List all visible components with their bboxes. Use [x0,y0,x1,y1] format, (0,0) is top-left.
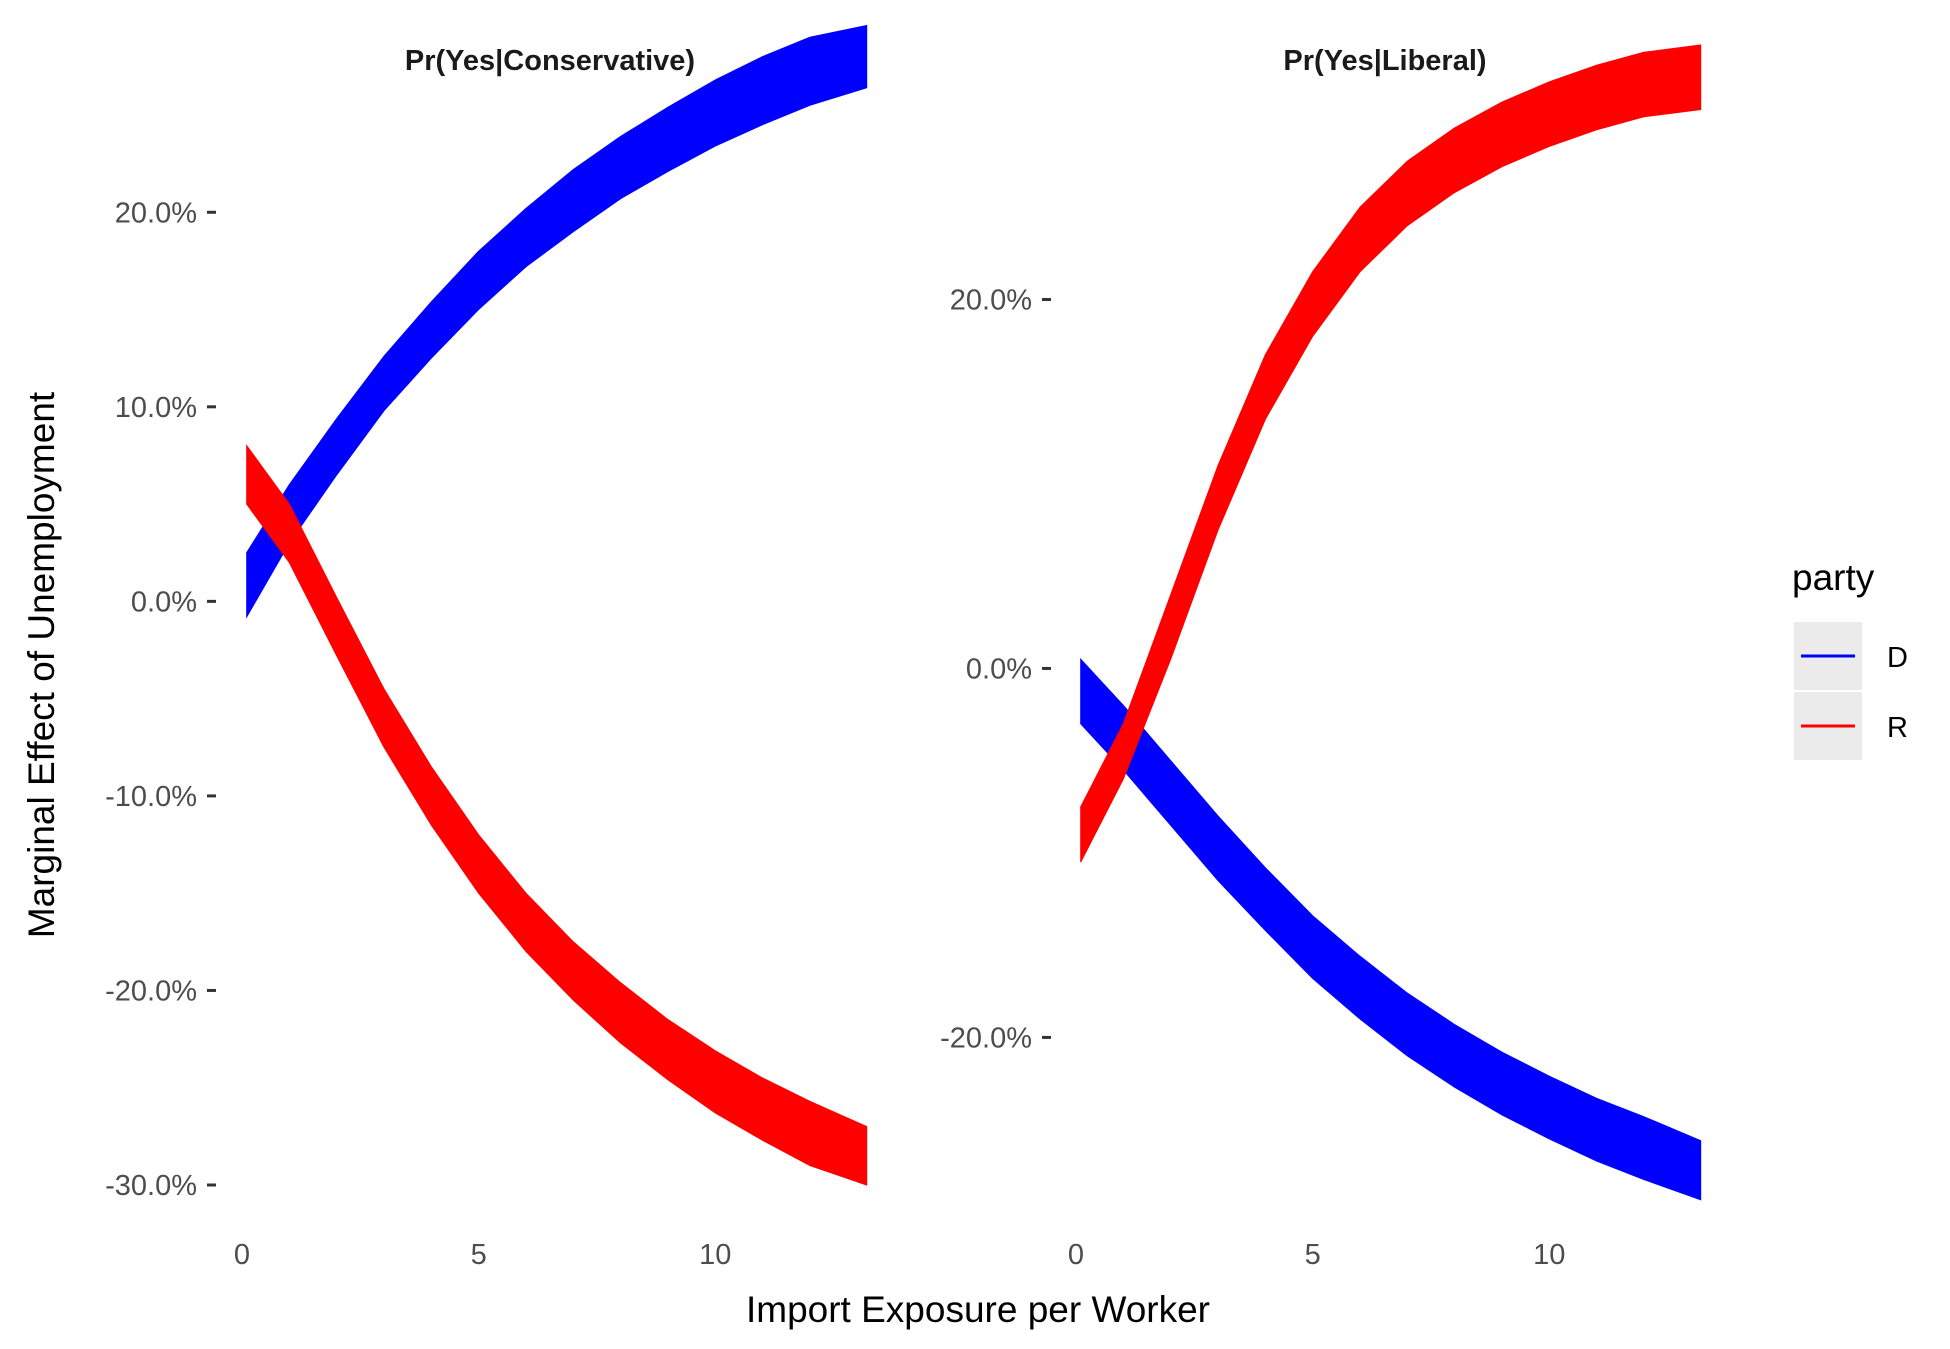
legend: party D R [1792,557,1908,760]
y-axis-liberal: 20.0% 0.0% -20.0% [940,284,1051,1054]
bands-conservative [246,24,868,1186]
band-d-pr-yes-liberal [1080,657,1702,1201]
x-tick-label: 0 [1068,1239,1084,1271]
y-tick-label: -30.0% [105,1170,197,1202]
x-tick-label: 10 [699,1239,731,1271]
y-tick-label: 20.0% [115,197,197,229]
band-r-pr-yes-conservative [246,444,868,1186]
panel-liberal: Pr(Yes|Liberal) 20.0% 0.0% -20.0% 0 5 10 [940,44,1702,1271]
x-axis-title: Import Exposure per Worker [746,1289,1210,1330]
legend-label-d: D [1887,642,1908,674]
panel-conservative: Pr(Yes|Conservative) 20.0% 10.0% 0.0% -10.0… [105,24,868,1271]
legend-entry-d: D [1794,622,1908,690]
band-d-pr-yes-conservative [246,24,868,619]
panel-title-liberal: Pr(Yes|Liberal) [1283,45,1486,77]
x-axis-conservative: 0 5 10 [234,1239,731,1271]
y-tick-label: 20.0% [950,284,1032,316]
y-axis-conservative: 20.0% 10.0% 0.0% -10.0% -20.0% -30.0% [105,197,216,1202]
y-tick-label: 0.0% [131,586,197,618]
x-axis-liberal: 0 5 10 [1068,1239,1565,1271]
band-r-pr-yes-liberal [1080,44,1702,863]
x-tick-label: 10 [1533,1239,1565,1271]
y-tick-label: -20.0% [940,1022,1032,1054]
bands-liberal [1080,44,1702,1201]
x-tick-label: 5 [471,1239,487,1271]
legend-title: party [1792,557,1875,598]
panel-title-conservative: Pr(Yes|Conservative) [405,45,695,77]
x-tick-label: 5 [1305,1239,1321,1271]
y-tick-label: 0.0% [966,653,1032,685]
y-tick-label: 10.0% [115,392,197,424]
y-tick-label: -20.0% [105,975,197,1007]
y-tick-label: -10.0% [105,781,197,813]
legend-entry-r: R [1794,692,1908,760]
legend-label-r: R [1887,712,1908,744]
x-tick-label: 0 [234,1239,250,1271]
y-axis-title: Marginal Effect of Unemployment [21,391,62,938]
